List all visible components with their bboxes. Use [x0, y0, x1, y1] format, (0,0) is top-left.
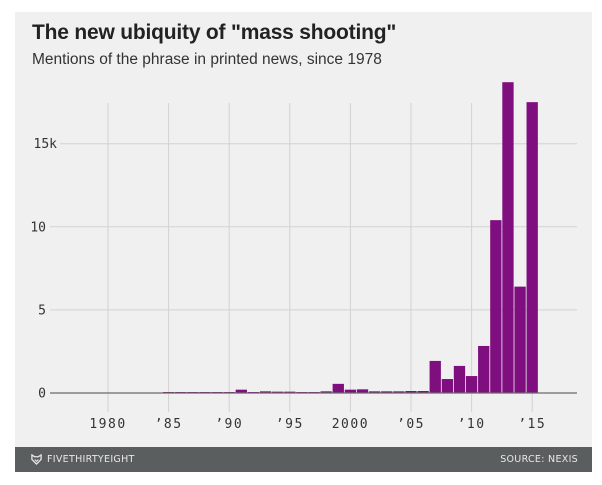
bar-1993: [259, 391, 272, 393]
x-tick-label: ’15: [518, 417, 546, 432]
brand: FIVETHIRTYEIGHT: [31, 454, 135, 465]
bar-1994: [272, 391, 284, 393]
y-tick-label: 0: [38, 387, 46, 402]
source-label: SOURCE: NEXIS: [500, 454, 578, 465]
bar-2003: [381, 391, 393, 393]
bar-2008: [441, 379, 454, 393]
footer: FIVETHIRTYEIGHT SOURCE: NEXIS: [15, 447, 592, 472]
x-tick-label: ’05: [397, 417, 425, 432]
bar-2010: [465, 376, 478, 393]
bar-2001: [356, 389, 369, 393]
bar-2006: [417, 391, 429, 393]
bar-2005: [405, 391, 417, 393]
fox-logo-icon: [31, 454, 42, 465]
bar-1998: [320, 391, 332, 393]
x-tick-label: 1980: [89, 417, 126, 432]
y-tick-labels: 0 5 10 15k: [30, 137, 57, 401]
x-tick-labels: 1980 ’85 ’90 ’95 2000 ’05 ’10 ’15: [89, 417, 546, 432]
chart-title: The new ubiquity of "mass shooting": [32, 21, 397, 44]
bar-1991: [235, 389, 247, 393]
y-tick-label: 10: [30, 220, 46, 235]
bar-2015: [526, 102, 538, 394]
bar-2013: [502, 82, 514, 394]
brand-name: FIVETHIRTYEIGHT: [47, 454, 135, 465]
bar-2009: [453, 365, 466, 393]
chart-subtitle: Mentions of the phrase in printed news, …: [32, 51, 382, 68]
vertical-gridlines: [107, 103, 533, 412]
x-tick-label: ’95: [276, 417, 304, 432]
x-tick-label: 2000: [332, 417, 369, 432]
x-tick-label: ’90: [215, 417, 243, 432]
bar-2014: [514, 286, 526, 393]
bar-2004: [393, 391, 405, 393]
bar-2012: [490, 220, 502, 393]
x-tick-label: ’10: [458, 417, 486, 432]
y-tick-label: 15k: [34, 137, 58, 152]
bar-2007: [429, 360, 441, 393]
horizontal-gridlines: [50, 143, 577, 311]
bar-1995: [284, 391, 296, 393]
bar-2011: [478, 345, 490, 393]
bar-2002: [368, 391, 381, 393]
bars: [162, 82, 538, 394]
bar-1999: [332, 383, 344, 393]
x-tick-label: ’85: [155, 417, 183, 432]
bar-2000: [344, 389, 357, 393]
y-tick-label: 5: [38, 303, 46, 318]
